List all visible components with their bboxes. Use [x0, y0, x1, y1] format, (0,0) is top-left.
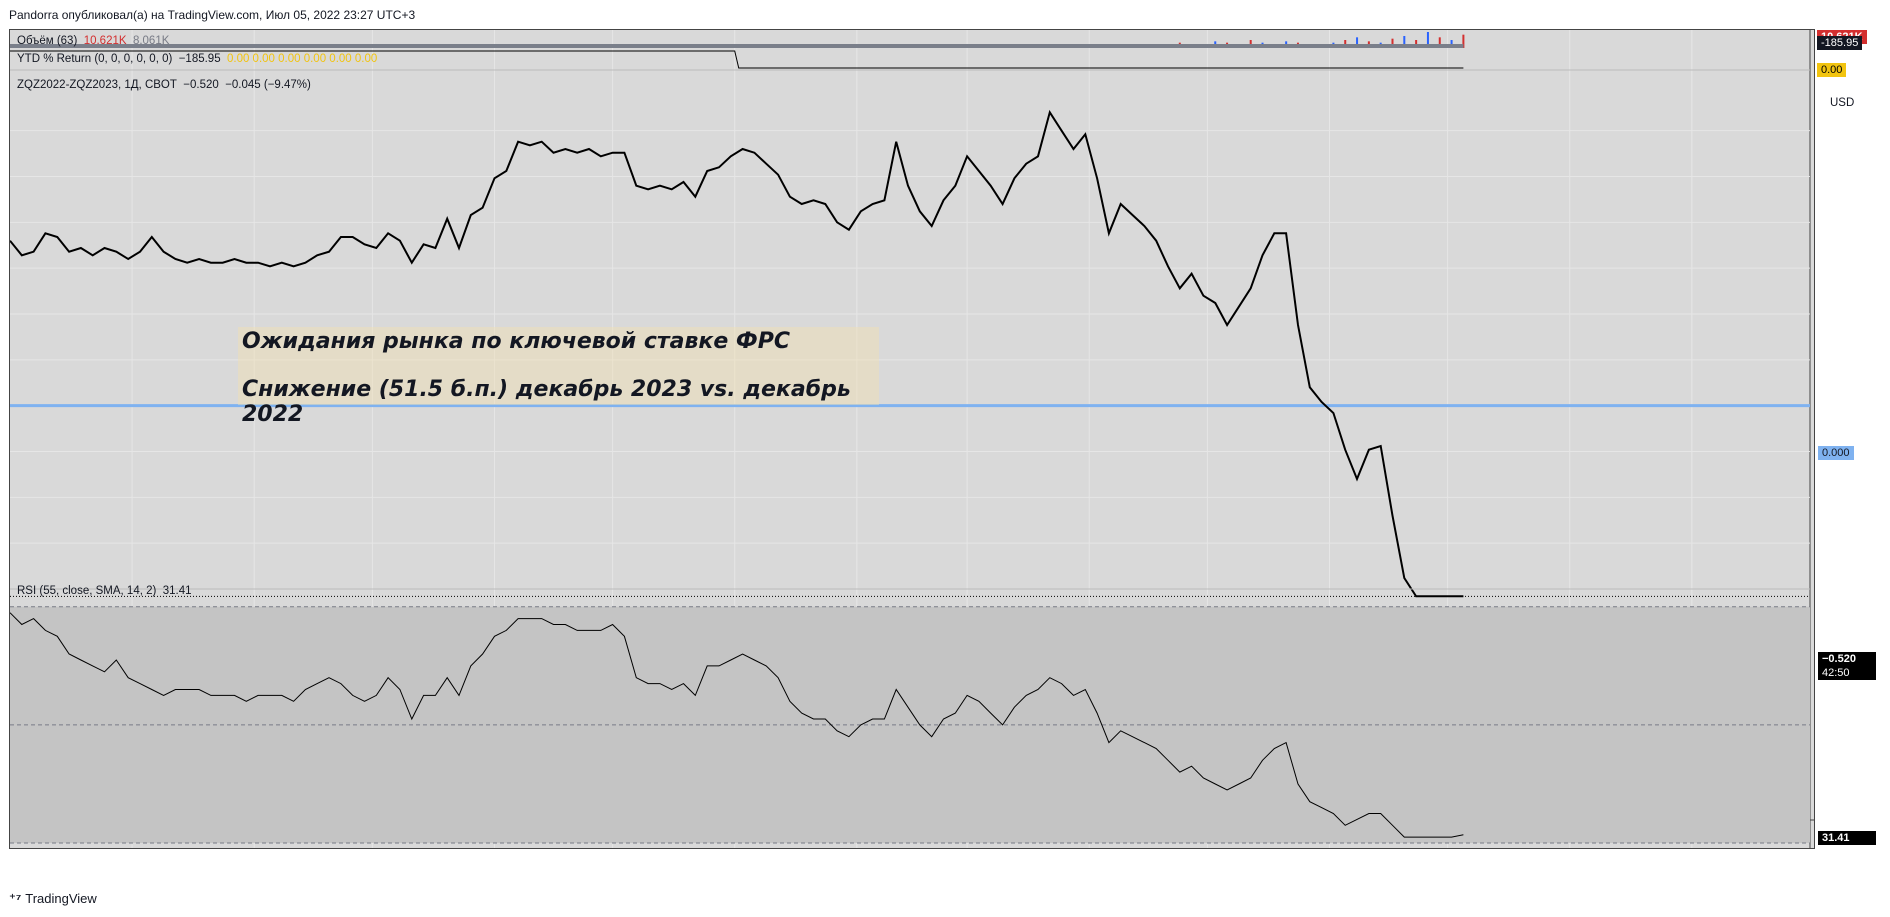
main-legend-value: −0.520 [183, 79, 219, 91]
ytd-legend-extra: 0.00 0.00 0.00 0.00 0.00 0.00 [226, 53, 378, 65]
ytd-value-tag: -185.95 [1817, 36, 1863, 50]
rsi-last-tag: 31.41 [1818, 831, 1876, 845]
volume-bar [1426, 32, 1429, 48]
ytd-legend-value: −185.95 [178, 53, 221, 65]
volume-legend-name: Объём (63) [17, 35, 78, 47]
chart-frame[interactable]: АвгСенОктНояДек2022ФевМарАпрМайИюнИюлАвг… [9, 29, 1876, 849]
zero-line-tag: 0.000 [1818, 446, 1854, 460]
main-legend-change: −0.045 (−9.47%) [225, 79, 311, 91]
currency-label: USD [1830, 97, 1855, 109]
volume-bar [1438, 37, 1441, 48]
volume-bar [1356, 37, 1359, 48]
publish-info: Pandorra опубликовал(а) на TradingView.c… [9, 8, 416, 22]
volume-bar [1403, 36, 1406, 48]
annotation-line2: Снижение (51.5 б.п.) декабрь 2023 vs. де… [242, 377, 851, 427]
tradingview-logo[interactable]: ⁺⁷ TradingView [9, 891, 97, 907]
volume-ma-band [10, 44, 1464, 48]
rsi-series-line [10, 612, 1464, 838]
rsi-legend-value: 31.41 [162, 585, 192, 597]
main-legend-name: ZQZ2022-ZQZ2023, 1Д, CBOT [17, 79, 177, 91]
volume-legend-ma: 8.061K [132, 35, 170, 47]
volume-bar [1391, 38, 1394, 48]
last-price-tag: −0.520 [1818, 652, 1876, 666]
rsi-legend[interactable]: RSI (55, close, SMA, 14, 2) 31.41 [17, 585, 192, 597]
volume-legend-value: 10.621K [83, 35, 127, 47]
main-series-line [10, 109, 1464, 598]
tradingview-icon: ⁺⁷ [9, 891, 22, 906]
chart-svg[interactable]: АвгСенОктНояДек2022ФевМарАпрМайИюнИюлАвг… [10, 30, 1814, 848]
ytd-legend-name: YTD % Return (0, 0, 0, 0, 0, 0) [17, 53, 173, 65]
ytd-return-line [10, 50, 1464, 69]
main-legend[interactable]: ZQZ2022-ZQZ2023, 1Д, CBOT −0.520 −0.045 … [17, 79, 311, 91]
ytd-legend[interactable]: YTD % Return (0, 0, 0, 0, 0, 0) −185.95 … [17, 53, 377, 65]
ytd-zero-tag: 0.00 [1817, 63, 1847, 77]
volume-bar [1462, 34, 1465, 48]
annotation-line1: Ожидания рынка по ключевой ставке ФРС [242, 329, 791, 354]
volume-legend[interactable]: Объём (63) 10.621K 8.061K [17, 35, 169, 47]
tradingview-logo-text: TradingView [25, 891, 97, 906]
countdown-tag: 42:50 [1818, 666, 1876, 680]
rsi-legend-name: RSI (55, close, SMA, 14, 2) [17, 585, 157, 597]
annotation-box[interactable]: Ожидания рынка по ключевой ставке ФРС Сн… [238, 327, 879, 427]
